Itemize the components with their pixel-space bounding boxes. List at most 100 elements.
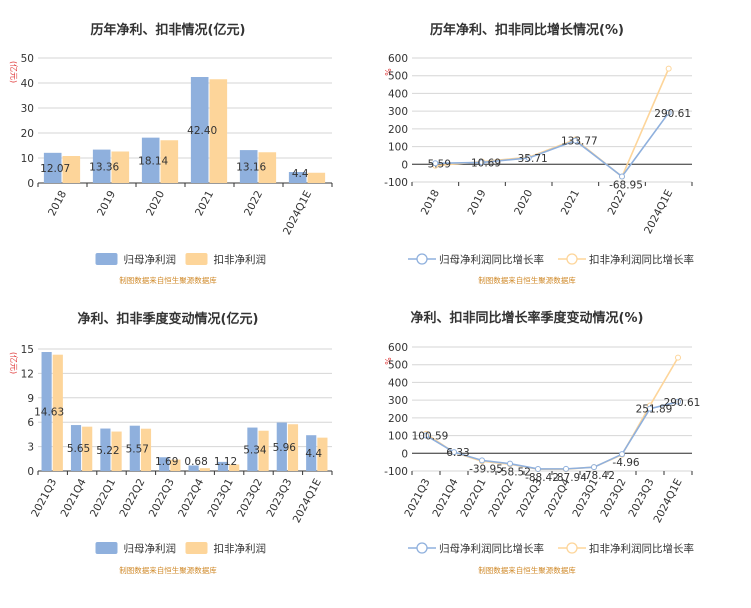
bar-deducted-profit xyxy=(52,354,63,471)
x-tick-label: 2020 xyxy=(144,189,167,218)
data-label: 5.59 xyxy=(428,158,451,170)
x-tick-label: 2021Q3 xyxy=(29,477,59,519)
x-tick-label: 2022Q4 xyxy=(176,476,206,519)
chart-title: 历年净利、扣非情况(亿元) xyxy=(91,22,246,38)
x-tick-label: 2024Q1E xyxy=(281,189,314,237)
x-tick-label: 2022Q1 xyxy=(458,477,488,519)
x-tick-label: 2024Q1E xyxy=(291,477,324,525)
data-label: 1.69 xyxy=(155,456,178,468)
legend-marker xyxy=(566,253,578,265)
bar-deducted-profit xyxy=(258,152,277,183)
source-note: 制图数据来自恒生聚源数据库 xyxy=(478,565,576,575)
bar-net-profit xyxy=(217,461,229,471)
bar-deducted-profit xyxy=(140,428,152,471)
data-label: 35.71 xyxy=(518,153,548,165)
y-axis-label: (亿元) xyxy=(9,352,19,374)
legend-marker xyxy=(416,253,428,265)
y-tick-label: 200 xyxy=(388,124,408,136)
y-axis-label: (亿元) xyxy=(9,61,19,83)
data-label: 6.33 xyxy=(446,447,469,459)
data-label: 4.4 xyxy=(305,448,322,460)
data-label: -4.96 xyxy=(612,457,639,469)
y-tick-label: 100 xyxy=(388,142,408,154)
bar-deducted-profit xyxy=(287,424,299,471)
data-point xyxy=(507,460,513,467)
x-tick-label: 2021 xyxy=(559,188,582,217)
data-label: 10.69 xyxy=(471,157,501,169)
bar-deducted-profit xyxy=(209,79,228,183)
bar-net-profit xyxy=(306,435,317,471)
data-point xyxy=(619,451,625,458)
data-label: -68.95 xyxy=(609,179,643,191)
legend-swatch xyxy=(185,542,208,554)
source-note: 制图数据来自恒生聚源数据库 xyxy=(119,565,217,575)
chart-panel-quarterly-growth: 净利、扣非同比增长率季度变动情况(%)% -100 0 100 200 300 400 500… xyxy=(375,304,751,608)
legend-swatch xyxy=(95,542,118,554)
y-tick-label: 400 xyxy=(388,88,408,100)
data-label: 5.34 xyxy=(243,444,267,456)
legend-swatch xyxy=(185,253,208,265)
bar-deducted-profit xyxy=(111,431,122,471)
y-tick-label: -100 xyxy=(384,177,408,189)
legend-label: 归母净利润同比增长率 xyxy=(439,253,544,266)
chart-panel-annual-growth: 历年净利、扣非同比增长情况(%)% -100 0 100 200 300 400 500 600… xyxy=(375,0,751,304)
bar-deducted-profit xyxy=(170,459,181,471)
data-point xyxy=(647,405,653,412)
y-tick-label: 30 xyxy=(21,103,34,115)
y-axis-label: % xyxy=(383,68,392,76)
data-point xyxy=(535,465,541,472)
data-label: 133.77 xyxy=(561,136,598,148)
data-point xyxy=(591,464,597,471)
y-tick-label: 600 xyxy=(388,342,408,354)
x-tick-label: 2021 xyxy=(193,189,216,218)
data-label: 4.4 xyxy=(292,168,309,180)
bar-deducted-profit xyxy=(82,426,93,471)
y-axis-label: % xyxy=(383,357,392,365)
bar-net-profit xyxy=(239,150,258,183)
source-note: 制图数据来自恒生聚源数据库 xyxy=(119,275,217,285)
data-label: 5.96 xyxy=(273,442,297,454)
bar-deducted-profit xyxy=(111,151,130,183)
data-label: 42.40 xyxy=(187,125,217,137)
legend-label: 归母净利润 xyxy=(124,253,177,266)
bar-net-profit xyxy=(247,427,258,471)
legend-label: 扣非净利润 xyxy=(214,253,267,266)
y-tick-label: 0 xyxy=(401,159,408,171)
bar-net-profit xyxy=(188,465,199,471)
y-tick-label: 15 xyxy=(21,344,34,356)
y-tick-label: 600 xyxy=(388,53,408,65)
chart-annual-profit: 历年净利、扣非情况(亿元) (亿元) 0 10 20 30 40 50 2018 2019 2020… xyxy=(9,22,333,285)
data-label: 14.63 xyxy=(34,407,64,419)
bar-net-profit xyxy=(129,425,140,471)
y-tick-label: 9 xyxy=(27,393,34,405)
chart-annual-growth: 历年净利、扣非同比增长情况(%)% -100 0 100 200 300 400 500 600… xyxy=(383,22,694,285)
data-label: -78.42 xyxy=(581,470,615,482)
data-label: 12.07 xyxy=(40,163,70,175)
x-tick-label: 2018 xyxy=(46,189,69,218)
data-label: 0.68 xyxy=(184,456,207,468)
data-label: 100.59 xyxy=(412,430,449,442)
data-point xyxy=(675,398,681,405)
data-label: 5.57 xyxy=(126,443,149,455)
y-tick-label: 500 xyxy=(388,71,408,83)
data-label: 5.65 xyxy=(67,443,90,455)
chart-title: 历年净利、扣非同比增长情况(%) xyxy=(430,22,624,38)
x-tick-label: 2022 xyxy=(606,188,629,217)
x-tick-label: 2023Q3 xyxy=(626,477,656,519)
data-point xyxy=(619,173,625,180)
x-tick-label: 2019 xyxy=(466,188,489,217)
series-line-net-profit-growth xyxy=(425,401,679,470)
bar-deducted-profit xyxy=(258,430,269,471)
x-tick-label: 2022Q2 xyxy=(117,477,147,519)
bar-net-profit xyxy=(159,457,170,471)
data-point xyxy=(675,354,681,361)
data-point xyxy=(665,109,672,116)
y-tick-label: 10 xyxy=(21,153,34,165)
y-tick-label: 3 xyxy=(27,442,34,454)
data-point xyxy=(423,432,429,439)
y-tick-label: 0 xyxy=(27,178,34,190)
data-label: 13.16 xyxy=(236,162,266,174)
data-label: 290.61 xyxy=(664,397,701,409)
